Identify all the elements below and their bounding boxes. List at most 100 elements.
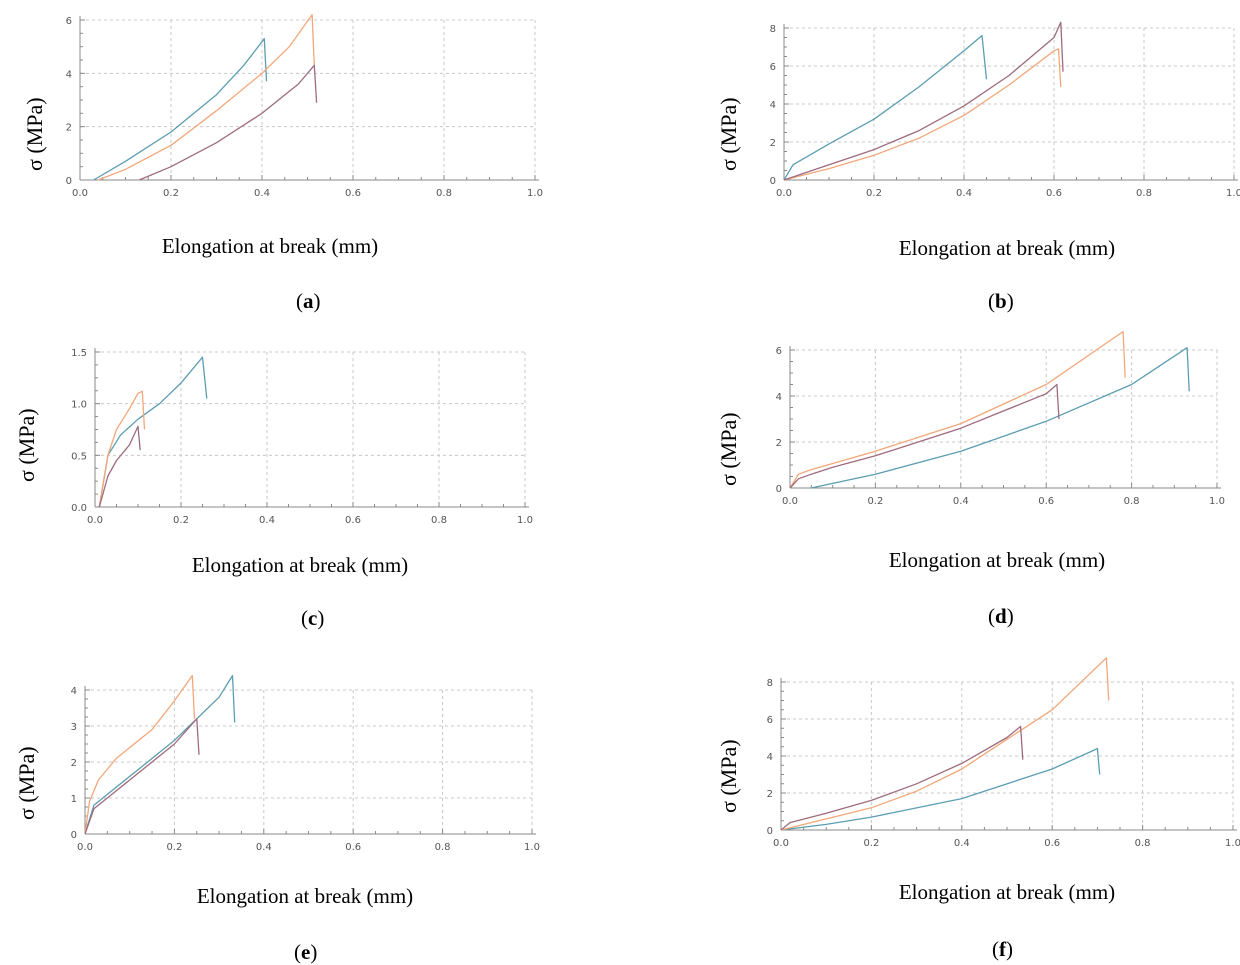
y-tick-label-a-2: 4	[66, 69, 72, 80]
series-line-f-orange	[780, 657, 1110, 831]
x-tick-label-d-4: 0.8	[1124, 496, 1140, 507]
y-tick-label-f-1: 2	[767, 789, 773, 800]
y-tick-label-a-0: 0	[66, 176, 72, 187]
y-tick-label-e-3: 3	[71, 722, 77, 733]
y-tick-label-c-1: 0.5	[71, 451, 87, 462]
x-tick-label-e-5: 1.0	[524, 842, 540, 853]
y-tick-label-f-4: 8	[767, 678, 773, 689]
x-tick-label-c-4: 0.8	[431, 515, 447, 526]
series-line-c-mauve	[98, 425, 141, 508]
x-tick-label-a-5: 1.0	[527, 188, 543, 199]
series-line-b-mauve	[783, 21, 1064, 181]
x-tick-label-f-0: 0.0	[773, 838, 789, 849]
caption-f: (f)	[992, 937, 1013, 961]
x-tick-label-d-1: 0.2	[867, 496, 883, 507]
xlabel-d: Elongation at break (mm)	[888, 548, 1106, 572]
series-line-c-blue	[98, 356, 208, 508]
plot-d: 0.0 0.2 0.4 0.6 0.8 1.0 0 2 4 6	[776, 330, 1225, 507]
x-tick-label-d-3: 0.6	[1038, 496, 1054, 507]
x-tick-label-f-5: 1.0	[1225, 838, 1240, 849]
y-tick-label-b-3: 6	[770, 62, 776, 73]
series-line-a-blue	[93, 38, 268, 181]
y-tick-label-c-2: 1.0	[71, 400, 87, 411]
ylabel-f: σ (MPa)	[716, 739, 741, 813]
x-tick-label-b-1: 0.2	[866, 188, 882, 199]
y-tick-label-b-4: 8	[770, 24, 776, 35]
x-tick-label-c-5: 1.0	[517, 515, 533, 526]
ylabel-a: σ (MPa)	[22, 97, 47, 171]
y-tick-label-b-2: 4	[770, 100, 776, 111]
series-line-f-blue	[780, 747, 1101, 831]
ylabel-e: σ (MPa)	[14, 746, 39, 820]
x-tick-label-a-1: 0.2	[163, 188, 179, 199]
series-line-d-blue	[811, 347, 1190, 489]
x-tick-label-a-3: 0.6	[345, 188, 361, 199]
series-line-e-mauve	[84, 718, 200, 835]
x-tick-label-e-3: 0.6	[345, 842, 361, 853]
caption-a-letter: a	[303, 289, 314, 313]
series-line-a-mauve	[138, 64, 318, 181]
series-line-d-orange	[789, 330, 1126, 489]
x-tick-label-f-3: 0.6	[1044, 838, 1060, 849]
series-line-e-orange	[84, 674, 196, 835]
x-tick-label-d-2: 0.4	[953, 496, 969, 507]
y-tick-label-e-2: 2	[71, 758, 77, 769]
y-tick-label-e-1: 1	[71, 794, 77, 805]
plot-f: 0.0 0.2 0.4 0.6 0.8 1.0 0 2 4 6 8	[767, 657, 1240, 849]
y-tick-label-d-0: 0	[776, 484, 782, 495]
x-tick-label-c-3: 0.6	[345, 515, 361, 526]
caption-d-letter: d	[995, 604, 1007, 628]
caption-e: (e)	[294, 940, 318, 964]
xlabel-f: Elongation at break (mm)	[898, 880, 1116, 904]
y-tick-label-f-2: 4	[767, 752, 773, 763]
caption-b: (b)	[988, 289, 1014, 313]
y-tick-label-f-3: 6	[767, 715, 773, 726]
ylabel-c: σ (MPa)	[14, 408, 39, 482]
caption-d: (d)	[988, 604, 1014, 628]
x-tick-label-e-0: 0.0	[77, 842, 93, 853]
y-tick-label-a-3: 6	[66, 16, 72, 27]
series-line-f-mauve	[780, 725, 1024, 831]
plot-e: 0.0 0.2 0.4 0.6 0.8 1.0 0 1 2 3 4	[71, 674, 540, 853]
y-tick-label-e-0: 0	[71, 830, 77, 841]
xlabel-a: Elongation at break (mm)	[161, 234, 379, 258]
y-tick-label-b-1: 2	[770, 138, 776, 149]
x-tick-label-b-5: 1.0	[1226, 188, 1240, 199]
y-tick-label-a-1: 2	[66, 123, 72, 134]
x-tick-label-b-0: 0.0	[776, 188, 792, 199]
x-tick-label-a-0: 0.0	[72, 188, 88, 199]
y-tick-label-d-1: 2	[776, 438, 782, 449]
x-tick-label-d-5: 1.0	[1209, 496, 1225, 507]
xlabel-c: Elongation at break (mm)	[191, 553, 409, 577]
caption-e-letter: e	[301, 940, 311, 964]
y-tick-label-e-4: 4	[71, 686, 77, 697]
x-tick-label-d-0: 0.0	[782, 496, 798, 507]
caption-c: (c)	[301, 606, 325, 630]
x-tick-label-c-1: 0.2	[173, 515, 189, 526]
x-tick-label-c-2: 0.4	[259, 515, 275, 526]
plot-b: 0.0 0.2 0.4 0.6 0.8 1.0 0 2 4 6 8	[770, 21, 1240, 199]
xlabel-b: Elongation at break (mm)	[898, 236, 1116, 260]
x-tick-label-c-0: 0.0	[87, 515, 103, 526]
plot-a: 0.0 0.2 0.4 0.6 0.8 1.0 0 2 4 6	[66, 14, 543, 199]
caption-f-letter: f	[999, 937, 1006, 961]
x-tick-label-e-1: 0.2	[166, 842, 182, 853]
series-line-b-blue	[783, 34, 988, 181]
plot-c: 0.0 0.2 0.4 0.6 0.8 1.0 0.0 0.5 1.0 1.5	[71, 348, 533, 526]
y-tick-label-d-2: 4	[776, 392, 782, 403]
x-tick-label-f-2: 0.4	[954, 838, 970, 849]
series-line-b-orange	[783, 48, 1062, 181]
series-line-a-orange	[97, 14, 315, 181]
ylabel-d: σ (MPa)	[716, 412, 741, 486]
y-tick-label-f-0: 0	[767, 826, 773, 837]
series-line-e-blue	[84, 674, 236, 835]
y-tick-label-b-0: 0	[770, 176, 776, 187]
x-tick-label-f-4: 0.8	[1135, 838, 1151, 849]
y-tick-label-d-3: 6	[776, 346, 782, 357]
ylabel-b: σ (MPa)	[716, 97, 741, 171]
xlabel-e: Elongation at break (mm)	[196, 884, 414, 908]
series-line-d-mauve	[789, 383, 1060, 489]
caption-b-letter: b	[995, 289, 1007, 313]
x-tick-label-f-1: 0.2	[863, 838, 879, 849]
x-tick-label-a-4: 0.8	[436, 188, 452, 199]
